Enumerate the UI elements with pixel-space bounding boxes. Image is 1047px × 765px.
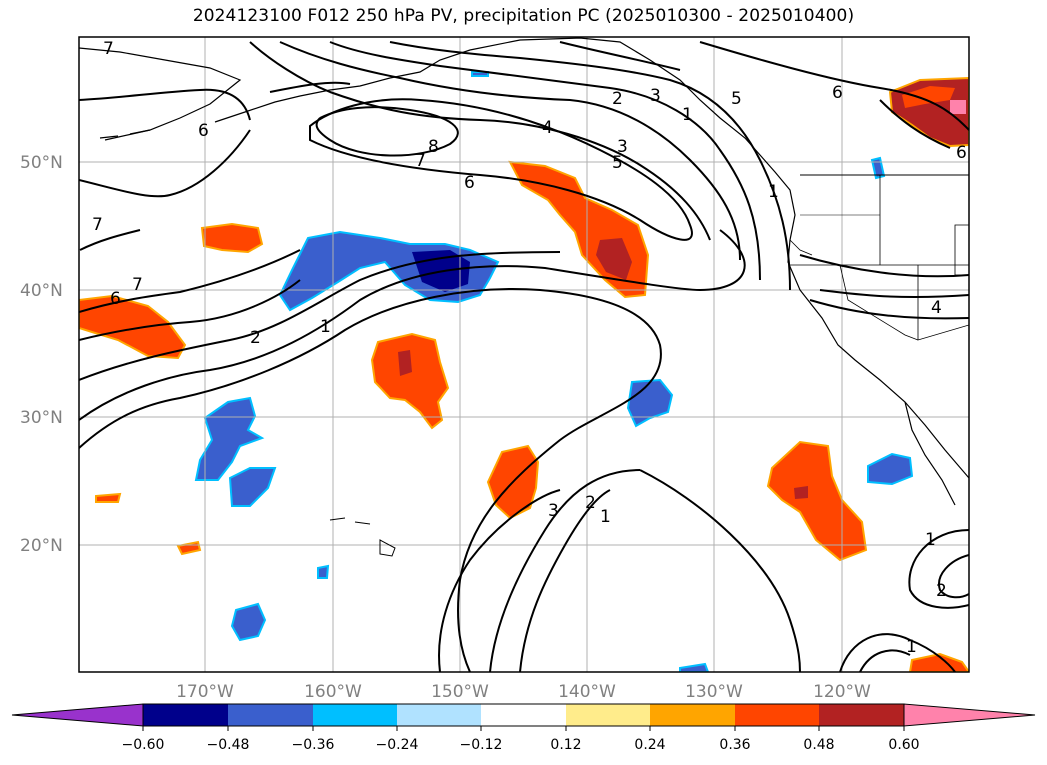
colorbar-tick-label: 0.12 — [550, 737, 581, 753]
lon-label-170w: 170°W — [176, 682, 234, 702]
contour-label: 6 — [198, 121, 209, 141]
lon-label-140w: 140°W — [558, 682, 616, 702]
contour-label: 1 — [682, 105, 693, 125]
longitude-labels: 170°W 160°W 150°W 140°W 130°W 120°W — [176, 682, 871, 702]
contour-label: 7 — [103, 39, 114, 59]
colorbar-frame — [142, 703, 905, 727]
contour-label: 1 — [925, 530, 936, 550]
coastlines — [79, 37, 969, 557]
latitude-labels: 50°N 40°N 30°N 20°N — [20, 153, 63, 556]
precip-positive-patch-2-core — [398, 350, 412, 376]
precip-positive-patch-1 — [200, 222, 264, 254]
contour-labels: 7 6 2 3 5 4 3 5 8 7 6 6 1 6 1 7 7 6 2 1 … — [92, 39, 967, 657]
lon-label-150w: 150°W — [431, 682, 489, 702]
colorbar-tick-label: 0.24 — [634, 737, 665, 753]
precip-positive-patch-6 — [908, 652, 969, 672]
colorbar-segment — [481, 704, 566, 726]
precip-negative-patch-3 — [230, 602, 267, 642]
colorbar-segment — [650, 704, 735, 726]
colorbar-tick-label: −0.48 — [207, 737, 250, 753]
contour-label: 7 — [132, 275, 143, 295]
precip-negative-patch-2 — [228, 467, 277, 507]
contour-label: 1 — [906, 637, 917, 657]
precip-negative-patch-1 — [194, 396, 265, 481]
colorbar-tick-label: 0.60 — [888, 737, 919, 753]
map-frame — [78, 36, 970, 673]
precip-positive-patch-7 — [176, 540, 202, 556]
colorbar-segment — [819, 704, 904, 726]
contour-label: 2 — [250, 328, 261, 348]
precip-fields — [79, 71, 969, 672]
map-area: 7 6 2 3 5 4 3 5 8 7 6 6 1 6 1 7 7 6 2 1 … — [79, 37, 969, 672]
contour-label: 8 — [428, 137, 439, 157]
graticule — [79, 37, 969, 672]
colorbar-segment — [313, 704, 397, 726]
contour-label: 3 — [617, 137, 628, 157]
precip-positive-left — [79, 294, 187, 360]
colorbar: −0.60 −0.48 −0.36 −0.24 −0.12 0.12 0.24 … — [11, 703, 1036, 753]
precip-negative-patch-6 — [317, 564, 330, 579]
precip-positive-patch-2 — [370, 332, 450, 430]
colorbar-segment — [228, 704, 313, 726]
precip-positive-patch-5-peak — [950, 100, 966, 114]
precip-negative-patch-4 — [626, 378, 674, 428]
contour-label: 7 — [415, 151, 426, 171]
colorbar-segment — [735, 704, 819, 726]
colorbar-tick-label: −0.24 — [376, 737, 419, 753]
contour-label: 6 — [832, 83, 843, 103]
contour-label: 2 — [936, 581, 947, 601]
contour-label: 4 — [542, 118, 553, 138]
contour-label: 3 — [650, 86, 661, 106]
lat-label-20n: 20°N — [20, 536, 63, 556]
colorbar-tick-label: −0.12 — [460, 737, 503, 753]
contour-label: 5 — [731, 89, 742, 109]
lon-label-120w: 120°W — [813, 682, 871, 702]
map-title: 2024123100 F012 250 hPa PV, precipitatio… — [192, 6, 855, 26]
precip-positive-patch-5-outer — [902, 86, 955, 108]
precip-positive-patch-8 — [95, 492, 122, 503]
contour-label: 1 — [600, 507, 611, 527]
colorbar-extend-high — [903, 703, 1036, 727]
precip-positive-front-core — [596, 238, 632, 280]
precip-negative-patch-9 — [870, 156, 886, 180]
precip-positive-patch-4-core — [794, 486, 808, 499]
colorbar-extend-low — [11, 703, 144, 727]
colorbar-tick-label: 0.36 — [719, 737, 750, 753]
contour-label: 4 — [931, 298, 942, 318]
contour-label: 5 — [612, 153, 623, 173]
precip-negative-patch-7 — [679, 662, 710, 672]
precip-negative-patch-5 — [867, 452, 914, 486]
colorbar-segment — [566, 704, 650, 726]
contour-label: 2 — [612, 89, 623, 109]
lat-label-40n: 40°N — [20, 281, 63, 301]
contour-label: 1 — [320, 317, 331, 337]
contour-label: 6 — [464, 173, 475, 193]
precip-positive-patch-4 — [766, 440, 868, 562]
contour-label: 2 — [585, 493, 596, 513]
contour-label: 6 — [110, 289, 121, 309]
contour-label: 1 — [768, 182, 779, 202]
colorbar-segment — [397, 704, 481, 726]
contour-label: 3 — [548, 501, 559, 521]
colorbar-tick-label: −0.36 — [292, 737, 335, 753]
pv-contours — [79, 41, 969, 672]
lat-label-30n: 30°N — [20, 408, 63, 428]
colorbar-segment — [143, 704, 228, 726]
lon-label-130w: 130°W — [685, 682, 743, 702]
contour-label: 7 — [92, 215, 103, 235]
contour-label: 6 — [956, 143, 967, 163]
lon-label-160w: 160°W — [304, 682, 362, 702]
lat-label-50n: 50°N — [20, 153, 63, 173]
colorbar-tick-label: 0.48 — [803, 737, 834, 753]
colorbar-tick-label: −0.60 — [122, 737, 165, 753]
